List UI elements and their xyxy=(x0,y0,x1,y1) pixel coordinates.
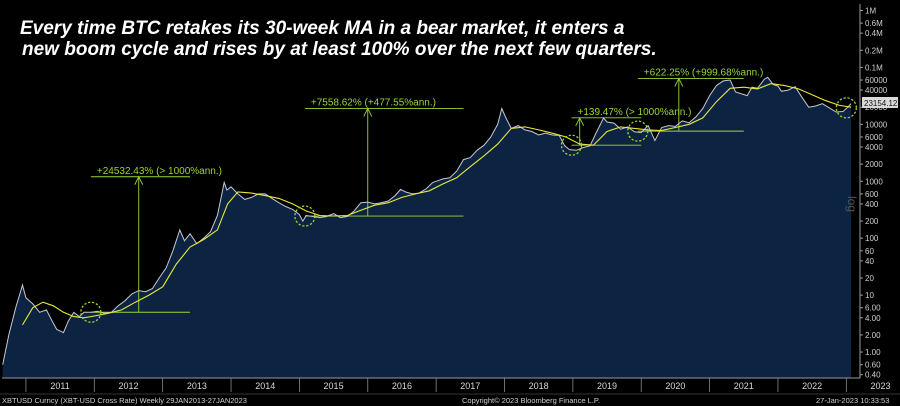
y-tick-label: 6.00 xyxy=(865,304,881,313)
y-tick-label: 20 xyxy=(865,274,874,283)
y-tick-label: 400 xyxy=(865,200,879,209)
ma-reclaim-marker xyxy=(627,120,649,142)
y-tick-label: 0.6M xyxy=(865,19,883,28)
y-tick-label: 4.00 xyxy=(865,314,881,323)
y-tick-label: 1000 xyxy=(865,177,883,186)
price-series-line xyxy=(2,76,852,365)
y-tick-label: 0.4M xyxy=(865,29,883,38)
last-value-tag: 23154.12 xyxy=(862,97,898,108)
gain-annotation: +622.25% (+999.68%ann.) xyxy=(637,67,764,132)
annotation-label: +139.47% (> 1000%ann.) xyxy=(577,107,691,118)
x-tick-label: 2014 xyxy=(255,381,275,391)
annotation-label: +24532.43% (> 1000%ann.) xyxy=(97,166,222,177)
y-tick-label: 40000 xyxy=(865,86,888,95)
footer-timestamp: 27-Jan-2023 10:33:53 xyxy=(816,396,889,405)
y-tick-label: 0.60 xyxy=(865,361,881,370)
y-tick-label: 200 xyxy=(865,217,879,226)
y-tick-label: 4000 xyxy=(865,143,883,152)
x-tick-label: 2018 xyxy=(529,381,549,391)
x-tick-label: 2019 xyxy=(597,381,617,391)
marker-layer xyxy=(80,97,857,323)
y-tick-label: 0.1M xyxy=(865,63,883,72)
y-axis-ticks: 1M0.6M0.4M0.2M0.1M6000040000200001000060… xyxy=(860,6,888,380)
ma-reclaim-marker xyxy=(560,134,583,156)
y-tick-label: 60 xyxy=(865,247,874,256)
annotation-label: +622.25% (+999.68%ann.) xyxy=(644,67,764,78)
y-tick-label: 600 xyxy=(865,190,879,199)
x-tick-label: 2016 xyxy=(392,381,412,391)
y-tick-label: 6000 xyxy=(865,133,883,142)
ma-reclaim-marker xyxy=(80,301,102,323)
ma-reclaim-marker xyxy=(294,205,316,227)
y-tick-label: 10 xyxy=(865,291,874,300)
y-tick-label: 60000 xyxy=(865,76,888,85)
y-tick-label: 1M xyxy=(865,6,876,15)
y-tick-label: 1.00 xyxy=(865,348,881,357)
last-value-label: 23154.12 xyxy=(864,99,898,108)
x-tick-label: 2023 xyxy=(870,381,890,391)
annotation-label: +7558.62% (+477.55%ann.) xyxy=(311,97,436,108)
x-tick-label: 2013 xyxy=(187,381,207,391)
annotation-arrow-head xyxy=(575,116,585,127)
chart-title-line-1: Every time BTC retakes its 30-week MA in… xyxy=(20,18,625,39)
y-scale-label: log xyxy=(845,196,859,212)
footer-source: XBTUSD Curncy (XBT-USD Cross Rate) Weekl… xyxy=(2,396,247,405)
chart-title-line-2: new boom cycle and rises by at least 100… xyxy=(22,39,657,60)
gain-annotation: +139.47% (> 1000%ann.) xyxy=(571,107,691,146)
x-tick-label: 2021 xyxy=(734,381,754,391)
price-area-fill xyxy=(2,77,852,379)
annotation-arrow-head xyxy=(134,175,144,185)
y-tick-label: 40 xyxy=(865,257,874,266)
y-tick-label: 2.00 xyxy=(865,331,881,340)
annotation-arrow-head xyxy=(674,77,684,87)
series-lines xyxy=(2,76,852,365)
price-area xyxy=(2,77,852,379)
x-tick-label: 2022 xyxy=(802,381,822,391)
annotation-arrow-head xyxy=(363,107,373,117)
ma-series-line xyxy=(22,83,852,326)
x-tick-label: 2020 xyxy=(665,381,685,391)
x-tick-label: 2017 xyxy=(460,381,480,391)
y-tick-label: 10000 xyxy=(865,120,888,129)
y-tick-label: 0.2M xyxy=(865,46,883,55)
y-tick-label: 2000 xyxy=(865,160,883,169)
gain-annotation: +24532.43% (> 1000%ann.) xyxy=(90,166,222,313)
x-tick-label: 2015 xyxy=(324,381,344,391)
x-axis-ticks: 2011 2012 2013 2014 2015 2016 2017 2018 2019 2020… xyxy=(25,378,891,392)
ma-reclaim-marker xyxy=(835,97,857,119)
y-tick-label: 100 xyxy=(865,234,879,243)
y-tick-label: 0.40 xyxy=(865,371,881,380)
footer-copyright: Copyright© 2023 Bloomberg Finance L.P. xyxy=(462,396,600,405)
annotation-layer: +24532.43% (> 1000%ann.) +7558.62% (+477.… xyxy=(90,67,764,313)
x-tick-label: 2011 xyxy=(50,381,69,391)
x-tick-label: 2012 xyxy=(118,381,138,391)
